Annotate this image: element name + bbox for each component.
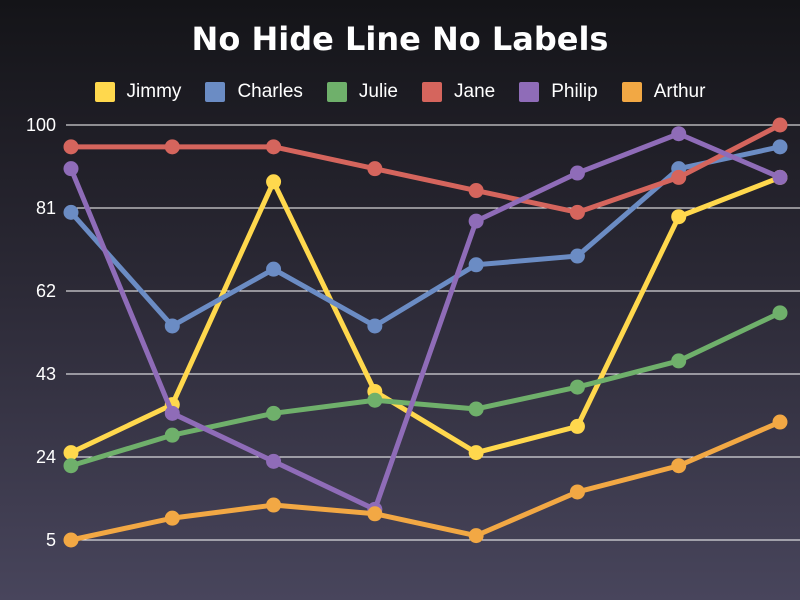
legend-label: Julie — [358, 81, 398, 102]
series-julie — [63, 305, 788, 474]
data-point[interactable] — [671, 126, 687, 142]
data-point[interactable] — [266, 174, 282, 190]
data-point[interactable] — [569, 248, 585, 264]
data-point[interactable] — [266, 405, 282, 421]
data-point[interactable] — [367, 506, 383, 522]
series-philip — [63, 126, 788, 517]
legend-item-philip[interactable]: Philip — [519, 81, 598, 103]
data-point[interactable] — [63, 532, 79, 548]
data-point[interactable] — [468, 401, 484, 417]
series-line — [68, 419, 783, 543]
data-point[interactable] — [468, 445, 484, 461]
y-tick-label: 24 — [36, 447, 56, 467]
data-point[interactable] — [164, 139, 180, 155]
series-line — [68, 131, 783, 512]
data-point[interactable] — [772, 139, 788, 155]
data-point[interactable] — [367, 392, 383, 408]
data-point[interactable] — [164, 510, 180, 526]
data-point[interactable] — [468, 213, 484, 229]
data-point[interactable] — [671, 209, 687, 225]
data-point[interactable] — [468, 257, 484, 273]
legend-swatch — [621, 82, 642, 102]
data-point[interactable] — [266, 497, 282, 513]
y-tick-label: 43 — [36, 364, 56, 384]
data-point[interactable] — [164, 405, 180, 421]
legend-label: Charles — [237, 81, 303, 102]
series-jimmy — [63, 169, 788, 461]
legend-label: Jimmy — [126, 81, 182, 102]
y-tick-label: 100 — [26, 115, 56, 135]
legend: Jimmy Charles Julie Jane Philip Arthur — [0, 80, 800, 104]
data-point[interactable] — [266, 261, 282, 277]
y-tick-label: 62 — [36, 281, 56, 301]
data-point[interactable] — [164, 318, 180, 334]
data-point[interactable] — [671, 169, 687, 185]
data-point[interactable] — [772, 305, 788, 321]
data-point[interactable] — [63, 161, 79, 177]
legend-label: Philip — [551, 81, 598, 102]
data-point[interactable] — [569, 418, 585, 434]
data-point[interactable] — [468, 183, 484, 199]
data-point[interactable] — [367, 161, 383, 177]
legend-item-arthur[interactable]: Arthur — [621, 81, 706, 103]
data-point[interactable] — [266, 139, 282, 155]
legend-item-jane[interactable]: Jane — [422, 81, 495, 103]
series-line — [68, 310, 783, 469]
legend-swatch — [205, 82, 226, 102]
data-point[interactable] — [468, 528, 484, 544]
data-point[interactable] — [772, 414, 788, 430]
y-tick-label: 5 — [46, 530, 56, 550]
data-point[interactable] — [772, 117, 788, 133]
series-charles — [63, 139, 788, 334]
data-point[interactable] — [63, 458, 79, 474]
data-point[interactable] — [569, 379, 585, 395]
data-point[interactable] — [671, 353, 687, 369]
data-point[interactable] — [671, 458, 687, 474]
legend-item-charles[interactable]: Charles — [205, 81, 303, 103]
y-axis: 5 24 43 62 81 100 — [26, 115, 56, 550]
series-jane — [63, 117, 788, 220]
data-point[interactable] — [266, 453, 282, 469]
data-point[interactable] — [569, 165, 585, 181]
data-point[interactable] — [63, 204, 79, 220]
legend-swatch — [326, 82, 347, 102]
series-line — [68, 122, 783, 215]
chart-title: No Hide Line No Labels — [191, 20, 609, 58]
data-point[interactable] — [63, 139, 79, 155]
series-line — [68, 174, 783, 456]
data-point[interactable] — [63, 445, 79, 461]
series-layer — [63, 117, 788, 548]
legend-item-julie[interactable]: Julie — [326, 81, 398, 103]
series-arthur — [63, 414, 788, 548]
data-point[interactable] — [569, 204, 585, 220]
legend-swatch — [422, 82, 442, 102]
data-point[interactable] — [569, 484, 585, 500]
legend-item-jimmy[interactable]: Jimmy — [94, 81, 182, 103]
legend-swatch — [94, 82, 115, 102]
legend-label: Arthur — [653, 81, 706, 102]
data-point[interactable] — [772, 169, 788, 185]
data-point[interactable] — [164, 427, 180, 443]
data-point[interactable] — [367, 318, 383, 334]
legend-label: Jane — [454, 81, 496, 102]
y-tick-label: 81 — [36, 198, 56, 218]
gridlines — [66, 124, 800, 541]
legend-swatch — [519, 82, 540, 102]
